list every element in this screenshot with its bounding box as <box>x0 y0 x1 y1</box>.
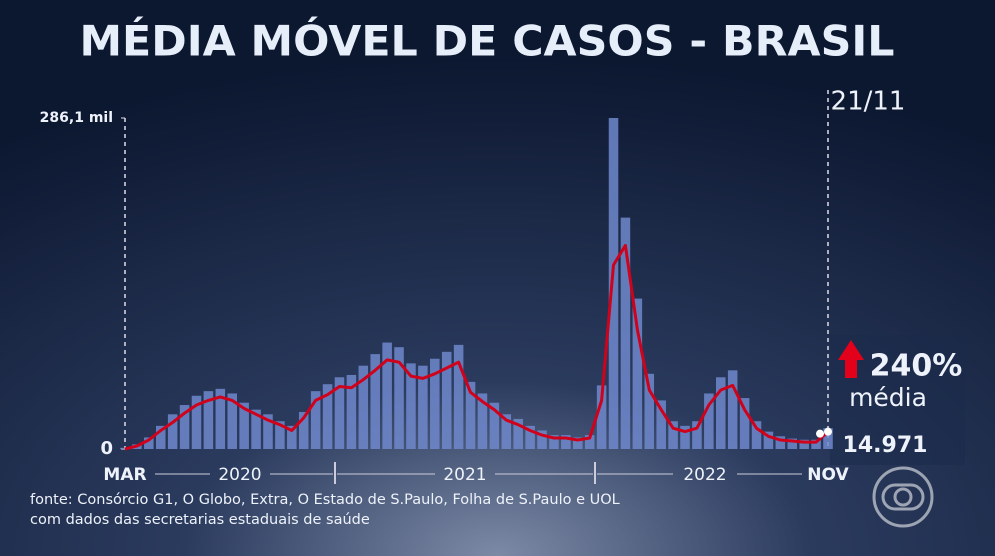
end-dot <box>816 429 824 438</box>
bar <box>823 428 833 449</box>
bar <box>811 439 821 449</box>
x-axis-label: 2022 <box>683 465 726 485</box>
bar <box>346 374 357 449</box>
bar <box>251 409 261 449</box>
bar <box>775 436 786 449</box>
bar <box>620 217 631 449</box>
change-caption: média <box>849 383 927 412</box>
bar <box>525 425 535 449</box>
plot <box>120 118 833 451</box>
y-tick-label: 0 <box>100 438 113 459</box>
bar <box>680 425 690 449</box>
end-dot <box>824 427 832 436</box>
bar <box>668 421 678 449</box>
bar <box>167 414 178 449</box>
bar <box>465 381 476 449</box>
bar <box>394 347 404 449</box>
bar <box>358 365 369 449</box>
bar <box>310 391 321 449</box>
bar <box>382 342 392 449</box>
up-arrow <box>838 340 864 378</box>
bar <box>334 377 345 449</box>
bar <box>239 402 249 449</box>
bar <box>751 421 762 449</box>
y-tick-label: 286,1 mil <box>40 110 113 126</box>
source-line: fonte: Consórcio G1, O Globo, Extra, O E… <box>30 492 620 508</box>
bar <box>298 411 309 449</box>
bar <box>275 421 285 449</box>
bar <box>418 365 428 449</box>
bar <box>406 363 416 449</box>
bar <box>370 354 380 449</box>
bar <box>739 398 750 449</box>
bar <box>430 358 440 449</box>
x-axis-label: 2021 <box>443 465 486 485</box>
bar <box>513 418 523 449</box>
bar <box>704 393 714 449</box>
bar <box>715 377 726 449</box>
bar <box>144 437 154 449</box>
x-axis-label: MAR <box>103 465 146 485</box>
bar <box>203 391 214 449</box>
bar <box>477 393 488 449</box>
bar <box>215 388 226 449</box>
bar <box>489 402 500 449</box>
date-label: 21/11 <box>831 87 906 117</box>
bar <box>155 425 166 449</box>
bar <box>549 435 559 449</box>
value-label: 14.971 <box>843 433 928 458</box>
bar <box>537 430 547 449</box>
bar <box>584 435 595 449</box>
bar <box>287 425 297 449</box>
bar <box>441 351 452 449</box>
change-label: 240% <box>870 349 963 384</box>
bar <box>453 344 464 449</box>
bar <box>692 421 702 449</box>
bar <box>632 298 643 449</box>
bar <box>179 405 190 449</box>
bar <box>787 438 798 449</box>
bar <box>573 437 583 449</box>
bar <box>727 370 738 449</box>
bar <box>227 393 238 449</box>
broadcaster-logo <box>872 466 934 528</box>
bar <box>656 400 666 449</box>
bar <box>263 414 273 449</box>
x-axis-label: 2020 <box>218 465 261 485</box>
bar <box>561 435 571 449</box>
bar <box>191 395 202 449</box>
line <box>124 243 829 451</box>
bar <box>608 118 619 449</box>
chart-title: MÉDIA MÓVEL DE CASOS - BRASIL <box>80 16 895 66</box>
x-axis-label: NOV <box>807 465 849 485</box>
bar <box>501 414 512 449</box>
bar <box>644 373 655 449</box>
bar <box>322 384 333 449</box>
bar <box>596 385 607 449</box>
bar <box>763 431 774 449</box>
source-line: com dados das secretarias estaduais de s… <box>30 512 370 528</box>
bar <box>799 439 809 449</box>
